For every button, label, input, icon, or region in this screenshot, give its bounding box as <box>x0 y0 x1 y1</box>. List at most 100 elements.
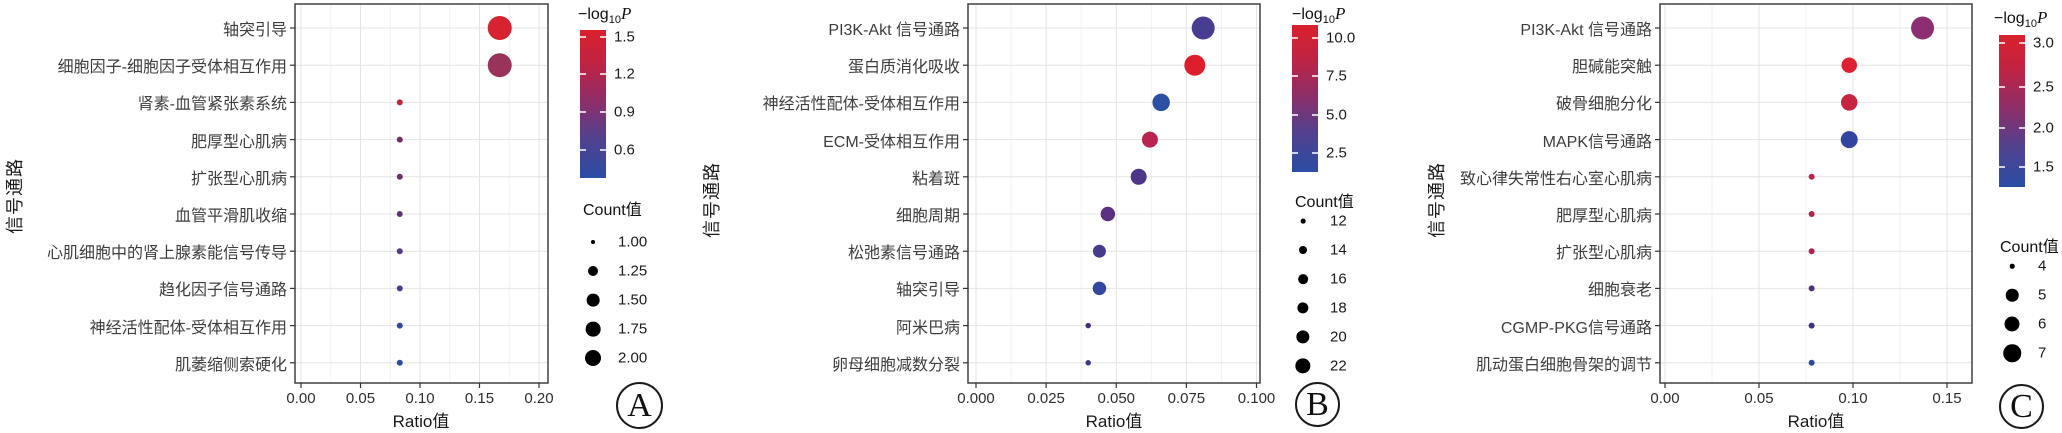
color-legend-tick-label: 10.0 <box>1326 29 1356 47</box>
x-axis-title: Ratio值 <box>392 412 450 431</box>
data-point <box>1840 94 1858 111</box>
data-point <box>1130 168 1147 185</box>
gridlines-minor <box>330 4 510 383</box>
color-legend-tick <box>1292 75 1298 78</box>
y-axis-title: 信号通路 <box>5 158 25 234</box>
count-legend-dot <box>585 350 601 366</box>
color-legend-title: −log10P <box>1292 4 1345 26</box>
color-legend-tick <box>1292 36 1298 39</box>
plot-area <box>290 3 549 388</box>
x-tick-label: 0.075 <box>1167 390 1206 407</box>
count-legend-label: 12 <box>1330 212 1347 230</box>
y-tick-label: 肌动蛋白细胞骨架的调节 <box>1475 356 1652 374</box>
color-legend-tick-label: 5.0 <box>1326 106 1347 124</box>
gridlines-minor <box>1711 4 1901 383</box>
color-legend-tick <box>580 73 586 76</box>
count-legend-label: 1.00 <box>618 233 648 251</box>
color-legend-bar <box>580 30 606 178</box>
color-legend-tick-label: 2.0 <box>2033 119 2054 137</box>
gridlines-major <box>1660 4 1972 383</box>
color-legend-title: −log10P <box>578 4 631 26</box>
y-axis-title: 信号通路 <box>702 162 722 238</box>
y-tick-label: 趋化因子信号通路 <box>158 282 287 300</box>
y-tick-label: PI3K-Akt 信号通路 <box>828 22 960 39</box>
count-legend-label: 16 <box>1330 270 1347 288</box>
data-point <box>1184 54 1206 76</box>
count-legend-dot <box>2005 288 2019 302</box>
data-point <box>1191 16 1215 40</box>
y-tick-label: 破骨细胞分化 <box>1555 96 1652 114</box>
gridlines-major <box>968 4 1260 383</box>
data-point <box>1808 248 1815 255</box>
color-legend-tick <box>600 35 606 38</box>
count-legend-label: 5 <box>2038 286 2047 304</box>
y-tick-label: 扩张型心肌病 <box>1555 245 1652 263</box>
x-tick-label: 0.025 <box>1027 390 1065 407</box>
panel-letter-badge: C <box>1999 384 2044 429</box>
data-point <box>1911 16 1935 40</box>
data-point <box>487 16 512 40</box>
axis-ticks <box>963 27 1258 388</box>
count-legend-dot <box>1295 358 1311 374</box>
y-tick-label: 肥厚型心肌病 <box>1555 208 1652 225</box>
color-legend-tick-label: 7.5 <box>1326 67 1347 85</box>
y-tick-label: 肾素-血管紧张素系统 <box>137 96 287 114</box>
y-tick-label: ECM-受体相互作用 <box>823 133 960 151</box>
y-tick-label: 细胞衰老 <box>1587 282 1652 300</box>
color-legend-title-text: −log <box>1292 6 1323 23</box>
color-legend-tick-label: 0.6 <box>614 141 635 159</box>
data-point <box>1808 359 1815 366</box>
data-point <box>1808 211 1815 217</box>
color-gradient <box>1292 25 1318 172</box>
color-legend-tick <box>1312 151 1318 154</box>
x-axis-title: Ratio值 <box>1787 412 1845 431</box>
color-legend-tick <box>1999 166 2005 169</box>
color-legend-tick <box>2019 42 2025 45</box>
y-tick-label: 蛋白质消化吸收 <box>847 59 960 77</box>
data-point <box>396 285 403 292</box>
panel-letter-badge: B <box>1295 382 1340 427</box>
data-point <box>1808 173 1815 180</box>
color-legend-title-sub: 10 <box>608 14 621 27</box>
data-point <box>396 173 403 180</box>
color-legend-tick <box>2019 166 2025 169</box>
y-tick-label: 肥厚型心肌病 <box>190 133 287 151</box>
data-point <box>1085 322 1091 329</box>
color-legend-title-sub: 10 <box>1322 14 1335 27</box>
count-legend-dot <box>585 321 601 337</box>
color-gradient <box>1999 35 2025 187</box>
count-legend-label: 1.50 <box>618 291 648 309</box>
y-tick-label: 阿米巴病 <box>895 319 960 337</box>
data-point <box>1141 131 1158 148</box>
color-legend-tick <box>1292 151 1298 154</box>
count-legend-dot <box>2003 344 2021 362</box>
color-legend-tick-label: 3.0 <box>2033 34 2054 52</box>
data-point <box>396 211 403 217</box>
x-tick-label: 0.100 <box>1237 390 1276 407</box>
y-tick-label: 轴突引导 <box>895 282 960 300</box>
y-tick-label: 心肌细胞中的肾上腺素能信号传导 <box>46 245 287 263</box>
y-tick-label: 细胞因子-细胞因子受体相互作用 <box>57 59 287 77</box>
axis-ticks <box>290 27 540 388</box>
y-tick-label: 细胞周期 <box>895 208 960 225</box>
color-legend-title-text: −log <box>578 6 609 23</box>
x-tick-label: 0.15 <box>1932 390 1962 407</box>
count-legend-dot <box>588 266 598 276</box>
axis-ticks <box>1655 27 1948 388</box>
count-legend-label: 6 <box>2038 315 2047 333</box>
color-legend-tick <box>600 73 606 76</box>
x-tick-label: 0.10 <box>1838 390 1868 407</box>
x-tick-label: 0.050 <box>1097 390 1136 407</box>
gridlines-minor <box>1010 4 1222 383</box>
color-legend-title-symbol: P <box>620 4 632 23</box>
count-legend-dot <box>1300 218 1306 224</box>
color-legend-tick-label: 2.5 <box>2033 78 2054 96</box>
color-legend-tick <box>1999 126 2005 129</box>
plot-area <box>963 3 1261 388</box>
data-point <box>1841 57 1857 73</box>
color-legend-tick <box>1999 42 2005 45</box>
y-tick-label: PI3K-Akt 信号通路 <box>1520 22 1652 39</box>
plot-area <box>1655 3 1973 388</box>
